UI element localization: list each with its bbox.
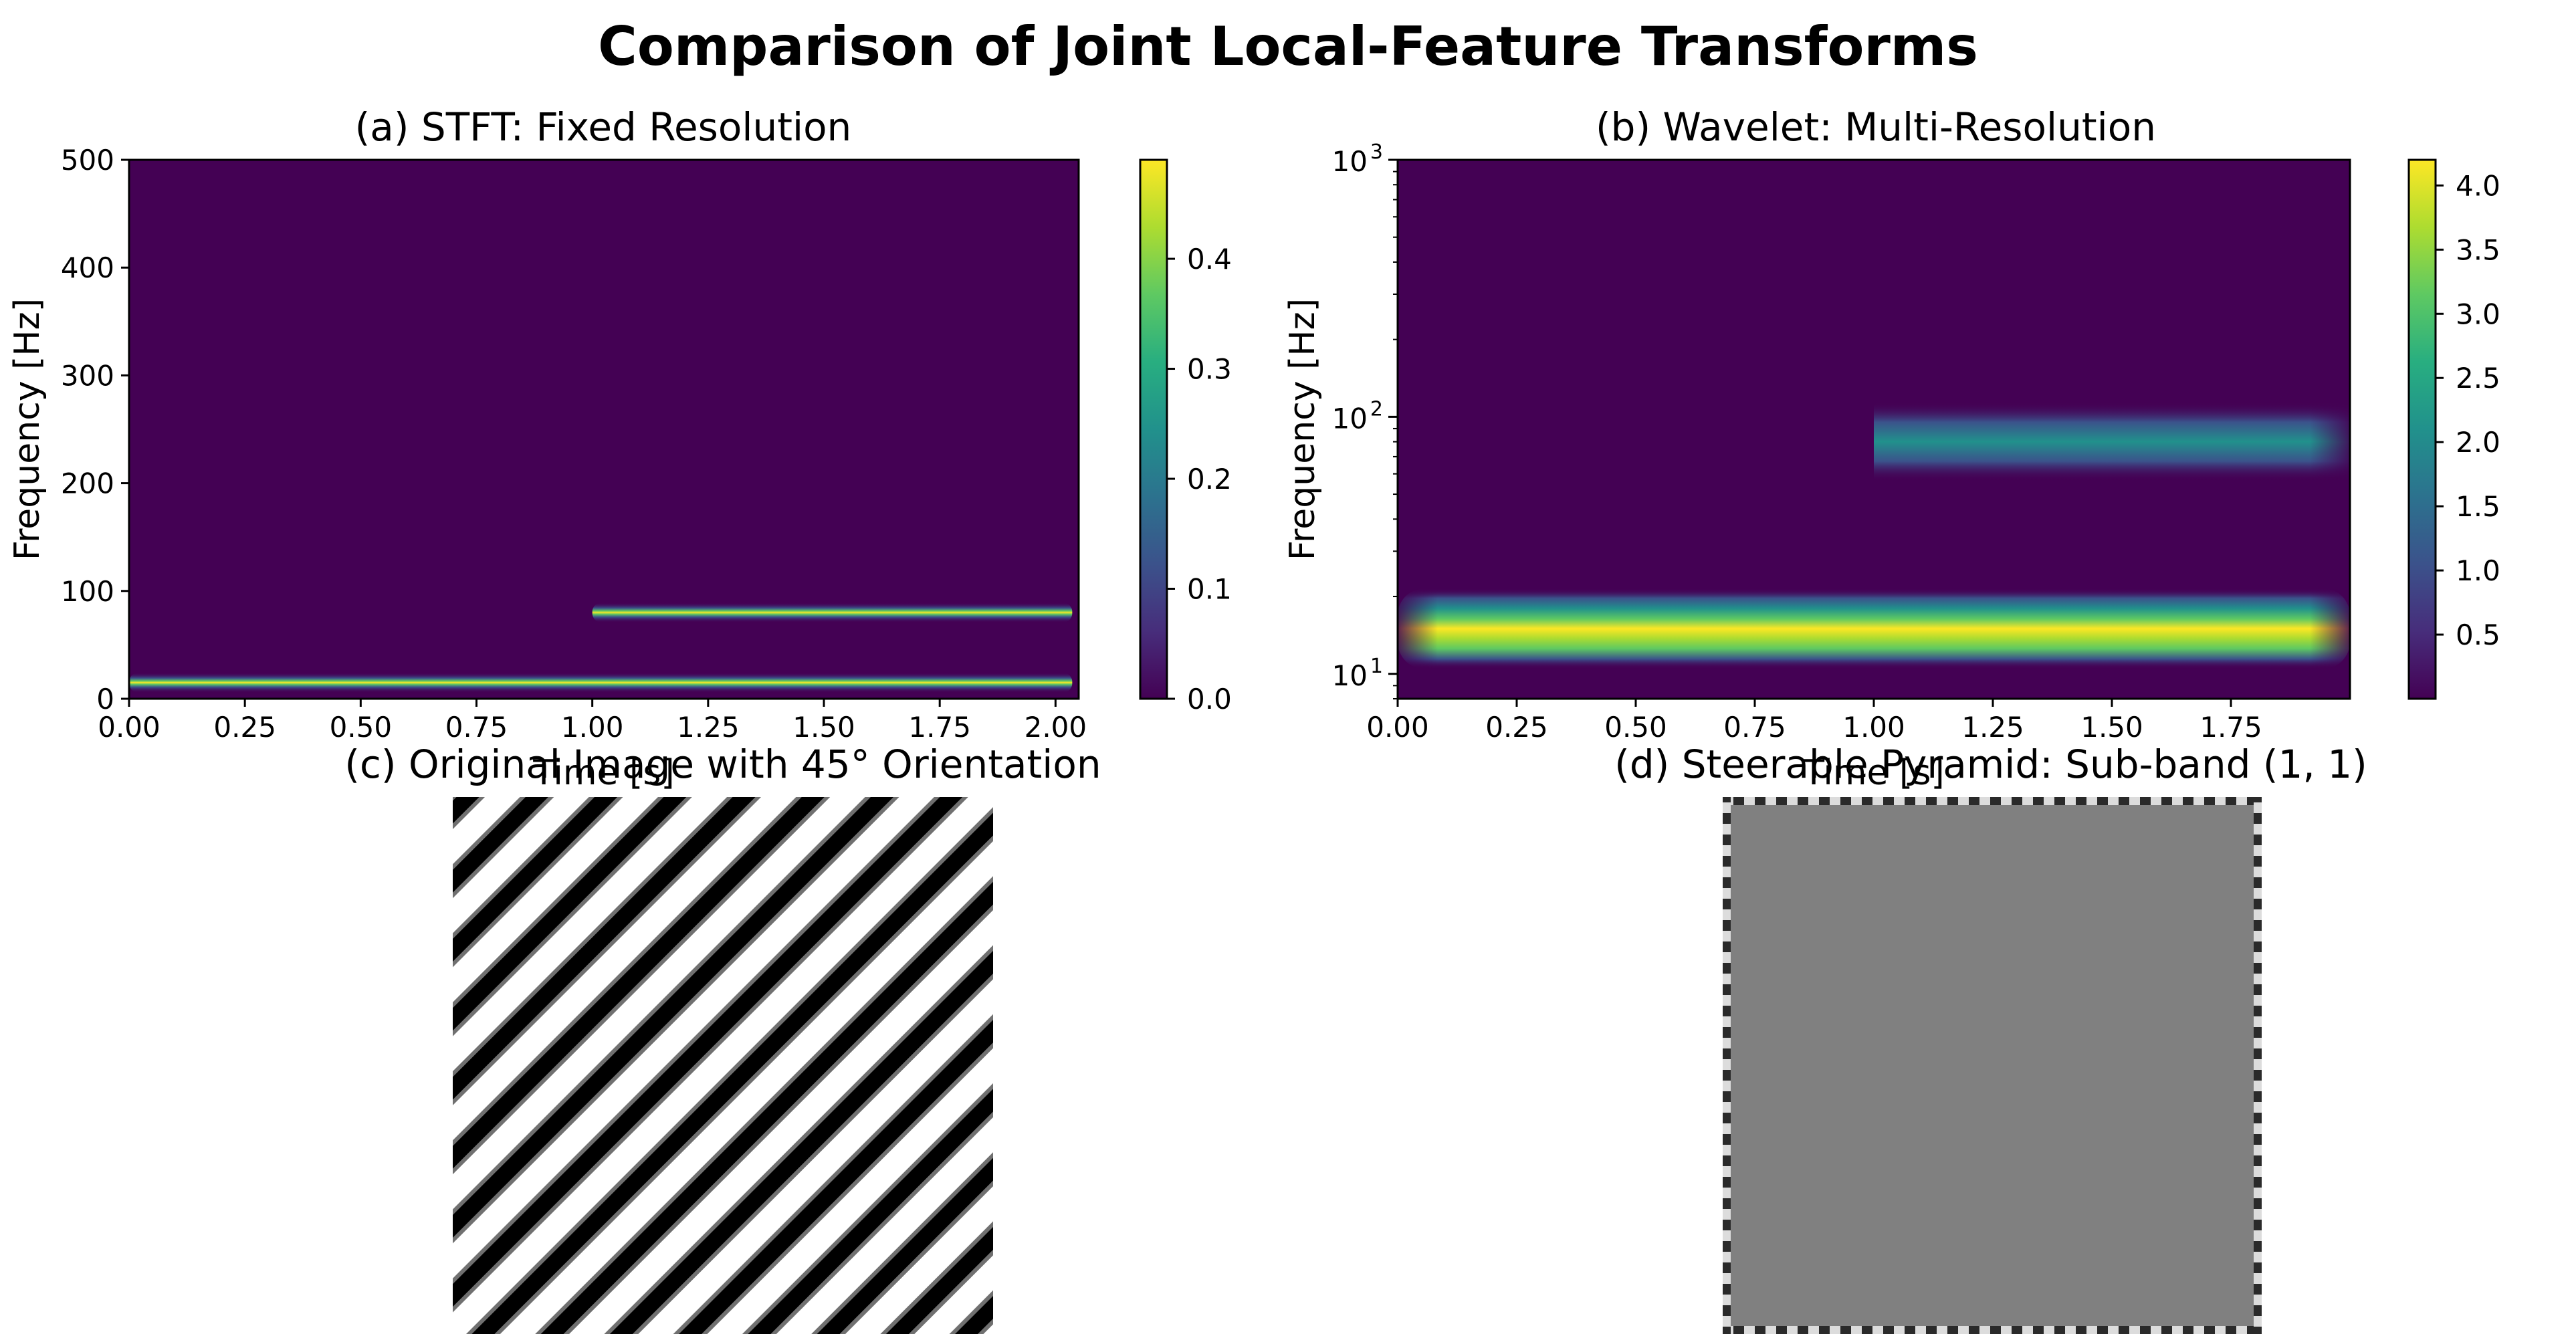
panel-a-xtick-label: 0.50 [330, 711, 393, 744]
panel-b-ylabel: Frequency [Hz] [1283, 298, 1323, 560]
panel-b-xtick-label: 1.50 [2080, 711, 2143, 744]
panel-b-xtick-label: 1.75 [2199, 711, 2262, 744]
panel-a-bands [129, 602, 1073, 693]
panel-b-ytick-label: 10 [1332, 659, 1368, 692]
panel-d-edge-bottom [1723, 1326, 2262, 1334]
panel-b-band-15hz [1398, 588, 2350, 669]
panel-b-ytick-base: 10 [1332, 659, 1368, 692]
panel-b-ytick-exponent: 2 [1370, 397, 1383, 421]
panel-b-ytick-exponent: 1 [1370, 655, 1383, 678]
panel-a-colorbar-tick-label: 0.3 [1187, 353, 1232, 386]
panel-d-subband-image [1723, 797, 2262, 1334]
panel-a-title: (a) STFT: Fixed Resolution [355, 104, 852, 150]
panel-b-colorbar-tick-label: 1.5 [2456, 490, 2500, 523]
figure-title: Comparison of Joint Local-Feature Transf… [598, 15, 1978, 78]
panel-b-title: (b) Wavelet: Multi-Resolution [1596, 104, 2156, 150]
panel-a-band-15hz [129, 672, 1073, 693]
panel-a-frame [128, 158, 1080, 700]
panel-a-xtick-label: 1.00 [561, 711, 624, 744]
panel-b-ytick-exponent: 3 [1370, 140, 1383, 164]
panel-a-colorbar-ticks: 0.0 0.1 0.2 0.3 0.4 [1167, 243, 1232, 715]
panel-d-edge-top [1723, 797, 2262, 805]
panel-a-colorbar-tick-label: 0.4 [1187, 243, 1232, 275]
panel-b-colorbar-tick-label: 4.0 [2456, 169, 2500, 202]
panel-b-xlabel: Time [s] [1802, 753, 1944, 793]
panel-b-colorbar-tick-label: 1.0 [2456, 554, 2500, 587]
panel-a-ytick-label: 0 [96, 683, 114, 715]
panel-a-ylabel: Frequency [Hz] [7, 298, 47, 560]
panel-a-colorbar-tick-label: 0.2 [1187, 463, 1232, 495]
panel-b-wavelet: (b) Wavelet: Multi-Resolution 0.00 0.25 0.… [1283, 104, 2500, 793]
panel-c-original-image: (c) Original Image with 45° Orientation [344, 742, 1101, 1334]
panel-b-colorbar-tick-label: 2.0 [2456, 426, 2500, 459]
panel-b-xtick-label: 1.00 [1842, 711, 1905, 744]
panel-b-band-80hz [1874, 402, 2350, 481]
panel-b-ytick-label: 10 [1332, 145, 1368, 178]
panel-a-xtick-label: 2.00 [1025, 711, 1087, 744]
panel-d-edge-left [1723, 797, 1731, 1334]
panel-d-steerable-pyramid: (d) Steerable Pyramid: Sub-band (1, 1) [1614, 742, 2367, 1334]
panel-d-edge-right [2254, 797, 2262, 1334]
panel-b-edge-effect-left [1398, 160, 1438, 699]
panel-a-xtick-label: 0.25 [213, 711, 276, 744]
panel-a-stft: (a) STFT: Fixed Resolution 0.00 0.25 0.50 0… [7, 104, 1232, 793]
panel-b-ytick-base: 10 [1332, 402, 1368, 435]
panel-b-bands [1398, 160, 2350, 699]
panel-c-title: (c) Original Image with 45° Orientation [344, 742, 1101, 787]
panel-b-x-ticks: 0.00 0.25 0.50 0.75 1.00 1.25 1.50 1.75 [1366, 699, 2262, 744]
panel-a-xlabel: Time [s] [532, 753, 674, 793]
panel-b-xtick-label: 0.00 [1366, 711, 1429, 744]
panel-a-ytick-label: 300 [61, 359, 114, 392]
panel-b-xtick-label: 1.25 [1961, 711, 2024, 744]
panel-b-colorbar-tick-label: 3.5 [2456, 233, 2500, 266]
panel-b-xtick-label: 0.75 [1723, 711, 1786, 744]
panel-a-colorbar [1139, 158, 1168, 700]
panel-b-edge-effect-right [2310, 160, 2350, 699]
panel-a-y-ticks: 0 100 200 300 400 500 [61, 144, 129, 715]
panel-a-ytick-label: 400 [61, 251, 114, 284]
panel-b-colorbar-tick-label: 3.0 [2456, 298, 2500, 330]
panel-a-xtick-label: 1.50 [792, 711, 855, 744]
panel-b-y-minor-ticks [1393, 171, 1398, 699]
panel-b-xtick-label: 0.50 [1604, 711, 1667, 744]
panel-a-colorbar-tick-label: 0.1 [1187, 573, 1232, 606]
panel-b-colorbar [2407, 158, 2437, 700]
panel-a-xtick-label: 1.75 [908, 711, 971, 744]
panel-a-xtick-label: 0.00 [98, 711, 160, 744]
panel-a-ytick-label: 100 [61, 575, 114, 608]
panel-b-colorbar-ticks: 0.5 1.0 1.5 2.0 2.5 3.0 3.5 4.0 [2436, 169, 2500, 651]
panel-c-grating-image [453, 797, 993, 1334]
panel-a-ytick-label: 200 [61, 467, 114, 500]
panel-b-colorbar-tick-label: 0.5 [2456, 619, 2500, 651]
panel-b-ytick-label: 10 [1332, 402, 1368, 435]
panel-a-colorbar-tick-label: 0.0 [1187, 683, 1232, 715]
panel-a-band-80hz [592, 602, 1073, 623]
panel-a-xtick-label: 1.25 [677, 711, 740, 744]
panel-a-xtick-label: 0.75 [445, 711, 508, 744]
panel-a-ytick-label: 500 [61, 144, 114, 177]
panel-b-xtick-label: 0.25 [1485, 711, 1548, 744]
panel-b-colorbar-tick-label: 2.5 [2456, 362, 2500, 395]
panel-d-title: (d) Steerable Pyramid: Sub-band (1, 1) [1614, 742, 2367, 787]
panel-b-ytick-base: 10 [1332, 145, 1368, 178]
panel-a-x-ticks: 0.00 0.25 0.50 0.75 1.00 1.25 1.50 1.75 2.00 [98, 699, 1087, 744]
